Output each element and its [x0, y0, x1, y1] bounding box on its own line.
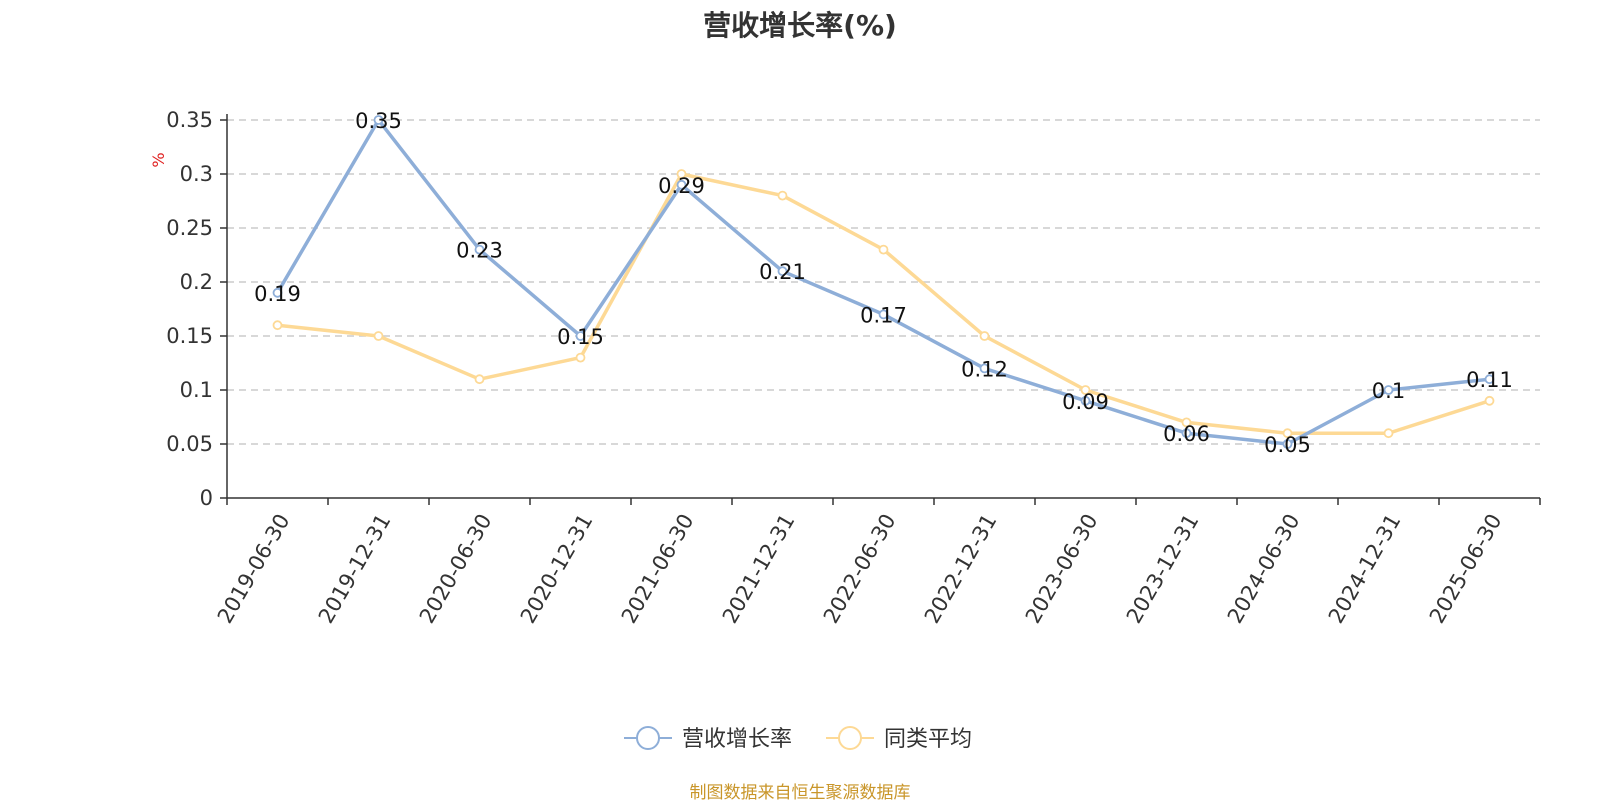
legend-marker [838, 726, 862, 750]
y-tick-label: 0.05 [166, 432, 213, 456]
data-label: 0.12 [961, 357, 1008, 381]
data-point [878, 244, 889, 255]
data-point [979, 331, 990, 341]
x-tick-label: 2019-12-31 [314, 510, 396, 628]
legend: 营收增长率 同类平均 [624, 726, 972, 752]
y-tick-label: 0.3 [180, 162, 213, 186]
y-tick-label: 0 [200, 486, 213, 510]
data-label: 0.19 [254, 282, 301, 306]
data-point [1383, 428, 1394, 439]
x-tick-label: 2021-06-30 [617, 510, 699, 628]
legend-label: 同类平均 [884, 727, 972, 752]
x-tick-label: 2021-12-31 [718, 510, 800, 628]
data-point [373, 331, 384, 341]
data-point [575, 352, 586, 363]
data-point [1282, 439, 1293, 449]
y-tick-label: 0.1 [180, 378, 213, 402]
data-point [777, 266, 788, 277]
data-point [1080, 395, 1091, 406]
y-tick-label: 0.25 [166, 216, 213, 240]
data-label: 0.35 [355, 109, 402, 133]
x-tick-label: 2022-12-31 [920, 510, 1002, 628]
legend-item-2: 同类平均 [826, 726, 972, 752]
data-label: 0.09 [1062, 390, 1109, 414]
data-point [1383, 385, 1394, 395]
series-2 [272, 169, 1495, 439]
data-label: 0.23 [456, 239, 503, 263]
data-point [474, 374, 485, 385]
data-point [373, 115, 384, 125]
x-tick-label: 2024-12-31 [1324, 510, 1406, 628]
data-label: 0.21 [759, 260, 806, 284]
y-axis-label: % [149, 152, 168, 167]
data-point [575, 331, 586, 341]
data-point [1181, 428, 1192, 439]
x-tick-label: 2023-12-31 [1122, 510, 1204, 628]
data-point [1282, 428, 1293, 439]
y-tick-label: 0.2 [180, 270, 213, 294]
series-1 [272, 115, 1495, 449]
source-note: 制图数据来自恒生聚源数据库 [689, 783, 911, 803]
data-point [676, 169, 687, 179]
data-label: 0.15 [557, 325, 604, 349]
data-point [272, 287, 283, 298]
data-label: 0.11 [1466, 368, 1513, 392]
x-tick-label: 2024-06-30 [1223, 510, 1305, 628]
y-tick-label: 0.35 [166, 108, 213, 132]
series [272, 115, 1495, 449]
chart-title: 营收增长率(%) [703, 9, 897, 42]
data-labels: 0.19 0.35 0.23 0.15 0.29 0.21 0.17 0.12 0.09 0.06… [254, 109, 1513, 457]
x-tick-label: 2025-06-30 [1425, 510, 1507, 628]
y-tick-label: 0.15 [166, 324, 213, 348]
data-point [1080, 385, 1091, 395]
grid-lines [227, 119, 1540, 445]
legend-label: 营收增长率 [682, 727, 792, 752]
x-tick-label: 2023-06-30 [1021, 510, 1103, 628]
data-label: 0.05 [1264, 433, 1311, 457]
axes: 0 0.05 0.1 0.15 0.2 0.25 0.3 0.35 2019-06-30 2019… [166, 108, 1541, 628]
data-point [777, 190, 788, 201]
data-label: 0.17 [860, 303, 907, 327]
x-tick-label: 2020-06-30 [415, 510, 497, 628]
data-point [1181, 417, 1192, 428]
legend-marker [636, 726, 660, 750]
legend-item-1: 营收增长率 [624, 726, 792, 752]
data-point [474, 244, 485, 255]
data-point [676, 179, 687, 190]
data-label: 0.06 [1163, 422, 1210, 446]
x-tick-label: 2020-12-31 [516, 510, 598, 628]
data-point [1484, 395, 1495, 406]
data-label: 0.1 [1372, 379, 1405, 403]
data-point [878, 309, 889, 320]
data-label: 0.29 [658, 174, 705, 198]
data-point [272, 320, 283, 331]
data-point [979, 363, 990, 374]
data-point [1484, 374, 1495, 385]
x-tick-label: 2019-06-30 [213, 510, 295, 628]
x-tick-label: 2022-06-30 [819, 510, 901, 628]
